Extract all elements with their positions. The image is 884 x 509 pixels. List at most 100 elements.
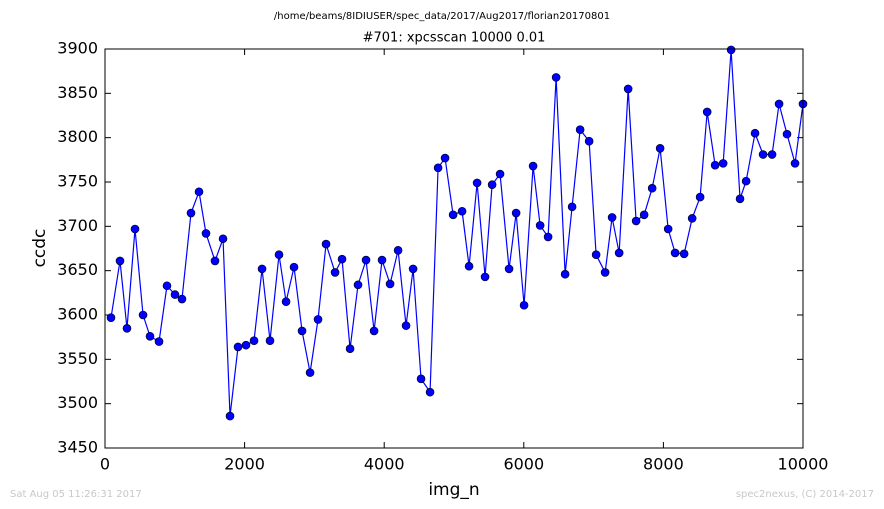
- data-point: [177, 294, 187, 304]
- data-point: [767, 150, 777, 159]
- data-point: [289, 262, 299, 272]
- footer-left: Sat Aug 05 11:26:31 2017: [10, 489, 142, 500]
- data-point: [710, 160, 720, 170]
- chart-title: #701: xpcsscan 10000 0.01: [363, 31, 546, 46]
- y-axis-label: ccdc: [30, 229, 50, 268]
- data-point: [575, 125, 585, 134]
- data-point: [480, 272, 490, 282]
- y-tick-label: 3700: [57, 216, 98, 235]
- data-point: [145, 331, 155, 341]
- plot-frame: [104, 48, 804, 449]
- data-point: [774, 99, 784, 109]
- x-tick-label: 10000: [778, 455, 829, 474]
- data-point: [495, 169, 505, 179]
- data-point: [679, 249, 689, 259]
- data-point: [162, 281, 172, 291]
- data-point: [519, 300, 529, 310]
- data-point: [201, 229, 211, 238]
- data-point: [274, 250, 284, 260]
- data-point: [194, 187, 204, 197]
- data-point: [170, 290, 180, 299]
- data-point: [337, 254, 347, 264]
- data-point: [265, 336, 275, 346]
- data-point: [687, 214, 697, 223]
- data-point: [695, 192, 705, 202]
- y-tick-label: 3650: [57, 260, 98, 279]
- data-point: [401, 321, 411, 330]
- data-point: [225, 411, 235, 421]
- y-tick-label: 3900: [57, 39, 98, 58]
- data-point: [369, 326, 379, 336]
- y-tick-label: 3500: [57, 393, 98, 412]
- data-point: [385, 279, 395, 289]
- data-point: [607, 213, 617, 222]
- data-point: [735, 194, 745, 204]
- footer-right: spec2nexus, (C) 2014-2017: [736, 489, 874, 500]
- data-point: [233, 342, 243, 352]
- data-point: [790, 159, 800, 168]
- data-point: [122, 323, 132, 333]
- data-point: [353, 280, 363, 290]
- data-point: [377, 255, 387, 265]
- y-tick-label: 3600: [57, 305, 98, 324]
- data-point: [726, 45, 736, 55]
- data-point: [448, 210, 458, 220]
- data-point: [440, 153, 450, 163]
- data-point: [511, 208, 521, 218]
- data-point: [631, 216, 641, 226]
- y-tick-label: 3850: [57, 83, 98, 102]
- data-point: [361, 255, 371, 265]
- data-point: [600, 268, 610, 277]
- x-tick-label: 4000: [364, 455, 405, 474]
- data-point: [591, 250, 601, 260]
- x-axis-label: img_n: [428, 480, 479, 500]
- data-point: [281, 297, 291, 307]
- data-point: [138, 310, 148, 320]
- data-point: [639, 210, 649, 220]
- data-point: [313, 315, 323, 324]
- y-tick-label: 3450: [57, 438, 98, 457]
- x-tick-label: 2000: [224, 455, 265, 474]
- data-point: [345, 344, 355, 353]
- data-point: [782, 129, 792, 139]
- data-point: [464, 261, 474, 271]
- data-point: [330, 268, 340, 277]
- x-tick-label: 6000: [503, 455, 544, 474]
- y-tick-label: 3800: [57, 127, 98, 146]
- data-point: [297, 326, 307, 336]
- data-point: [543, 232, 553, 242]
- data-point: [487, 180, 497, 189]
- data-point: [257, 264, 267, 274]
- data-point: [321, 239, 331, 249]
- data-point: [249, 336, 259, 346]
- data-line: [110, 49, 804, 417]
- data-point: [535, 221, 545, 230]
- data-point: [584, 136, 594, 146]
- data-point: [663, 224, 673, 234]
- y-tick-label: 3750: [57, 172, 98, 191]
- data-point: [416, 374, 426, 384]
- data-point: [457, 206, 467, 216]
- data-point: [305, 368, 315, 377]
- x-tick-label: 8000: [643, 455, 684, 474]
- data-point: [741, 176, 751, 186]
- data-point: [504, 264, 514, 274]
- data-point: [560, 269, 570, 279]
- data-point: [758, 150, 768, 159]
- data-point: [718, 159, 728, 168]
- data-point: [433, 163, 443, 173]
- data-point: [614, 248, 624, 258]
- data-point: [551, 73, 561, 82]
- data-point: [567, 202, 577, 212]
- suptitle: /home/beams/8IDIUSER/spec_data/2017/Aug2…: [274, 11, 610, 22]
- data-point: [408, 264, 418, 274]
- data-point: [241, 340, 251, 350]
- data-point: [528, 161, 538, 171]
- data-point: [647, 183, 657, 193]
- data-point: [655, 144, 665, 153]
- data-point: [130, 224, 140, 234]
- data-point: [425, 387, 435, 397]
- data-point: [393, 245, 403, 255]
- data-point: [702, 107, 712, 117]
